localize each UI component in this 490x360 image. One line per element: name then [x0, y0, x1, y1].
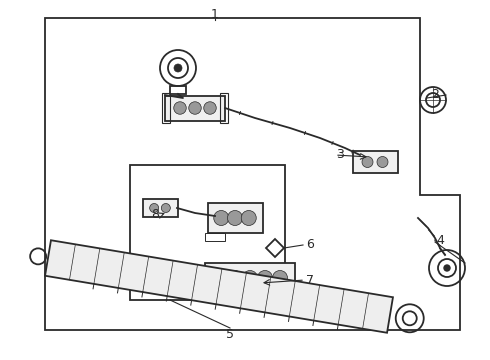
Circle shape [227, 270, 243, 285]
Circle shape [174, 102, 186, 114]
Circle shape [362, 157, 373, 167]
Text: 5: 5 [226, 328, 234, 342]
Circle shape [377, 157, 388, 167]
Text: 1: 1 [211, 9, 219, 22]
Circle shape [227, 211, 243, 225]
Polygon shape [45, 240, 393, 333]
Circle shape [214, 211, 229, 225]
Text: 2: 2 [431, 89, 439, 102]
FancyBboxPatch shape [165, 95, 225, 121]
Circle shape [204, 102, 216, 114]
Text: 4: 4 [436, 234, 444, 247]
Circle shape [189, 102, 201, 114]
FancyBboxPatch shape [207, 203, 263, 233]
Circle shape [149, 203, 159, 212]
Circle shape [161, 203, 171, 212]
FancyBboxPatch shape [205, 263, 295, 293]
Bar [205, 233, 225, 241]
Bar [162, 93, 170, 123]
Circle shape [444, 265, 450, 271]
Circle shape [258, 270, 272, 285]
Bar [220, 93, 228, 123]
Circle shape [243, 270, 258, 285]
Text: 3: 3 [336, 148, 344, 162]
Circle shape [213, 270, 227, 285]
Circle shape [174, 64, 182, 72]
FancyBboxPatch shape [352, 151, 397, 173]
FancyBboxPatch shape [143, 199, 177, 217]
Text: 8: 8 [151, 208, 159, 221]
Circle shape [272, 270, 288, 285]
Text: 6: 6 [306, 238, 314, 252]
Circle shape [241, 211, 256, 225]
Text: 7: 7 [306, 274, 314, 287]
Bar [170, 86, 186, 94]
